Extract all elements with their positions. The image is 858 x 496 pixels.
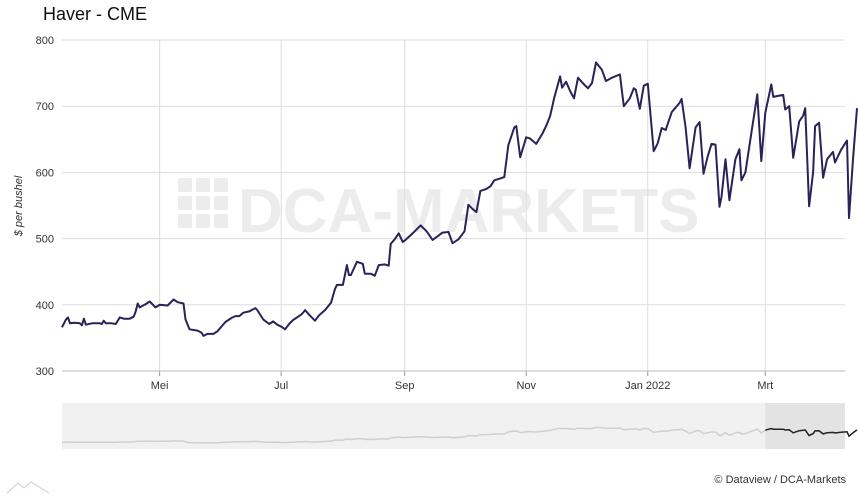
y-tick-label: 800 [36,35,54,47]
x-tick-label: Mei [151,380,169,392]
chart-title: Haver - CME [43,4,148,24]
y-tick-label: 500 [36,234,54,246]
y-tick-label: 400 [36,300,54,312]
x-tick-label: Jul [274,380,288,392]
y-axis: 300 400 500 600 700 800 [36,35,54,378]
navigator[interactable] [61,403,858,449]
watermark: DCA-MARKETS [178,177,700,246]
navigator-selection[interactable] [765,403,845,449]
mountain-logo-icon [6,481,50,494]
x-tick-label: Sep [395,380,415,392]
price-series-line [61,61,858,337]
watermark-logo-icon [178,178,228,228]
x-tick-label: Nov [516,380,536,392]
y-tick-label: 700 [36,101,54,113]
credit-text: © Dataview / DCA-Markets [714,474,846,486]
navigator-selected-line [765,427,858,438]
x-axis: Mei Jul Sep Nov Jan 2022 Mrt [62,370,845,392]
x-tick-label: Mrt [757,380,773,392]
navigator-series-line [61,426,766,444]
y-axis-label: $ per bushel [13,175,25,237]
x-tick-label: Jan 2022 [625,380,670,392]
y-tick-label: 600 [36,167,54,179]
navigator-background [62,403,845,449]
watermark-text: DCA-MARKETS [238,177,700,246]
y-tick-label: 300 [36,366,54,378]
